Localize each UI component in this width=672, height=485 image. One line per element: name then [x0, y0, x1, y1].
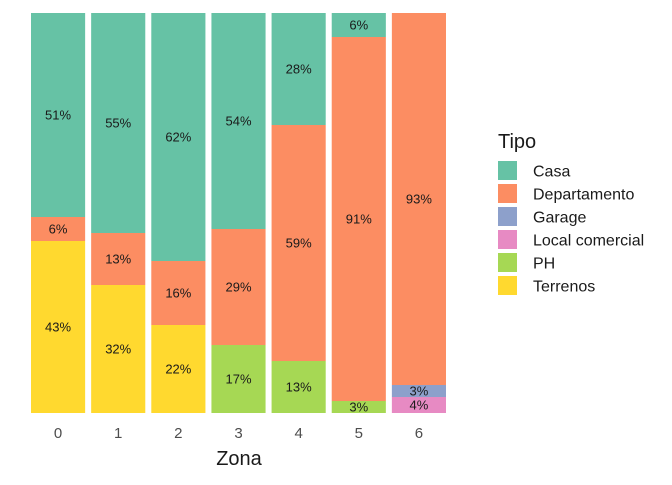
- bar-segment-departamento: [151, 261, 206, 325]
- x-tick-label: 1: [114, 425, 122, 442]
- bar-segment-departamento: [31, 217, 86, 241]
- bar-segment-casa: [211, 13, 266, 229]
- data-label: 59%: [286, 236, 312, 251]
- data-label: 13%: [105, 252, 131, 267]
- bar-segment-casa: [331, 13, 386, 37]
- x-tick-label: 5: [355, 425, 363, 442]
- legend-swatch: [498, 184, 517, 203]
- x-tick-label: 2: [174, 425, 182, 442]
- legend-label: Local comercial: [533, 233, 644, 250]
- data-label: 17%: [225, 372, 251, 387]
- data-label: 3%: [349, 400, 368, 415]
- data-label: 29%: [225, 280, 251, 295]
- data-label: 62%: [165, 130, 191, 145]
- data-label: 55%: [105, 116, 131, 131]
- bar-segment-ph: [211, 345, 266, 413]
- bar-segment-garage: [391, 385, 446, 397]
- bar-segment-departamento: [391, 13, 446, 385]
- bar-segment-terrenos: [91, 285, 146, 413]
- bar-segment-casa: [271, 13, 326, 125]
- legend-swatch: [498, 230, 517, 249]
- bar-segment-local-comercial: [391, 397, 446, 413]
- x-axis-title: Zona: [216, 448, 262, 470]
- data-label: 4%: [410, 398, 429, 413]
- legend-swatch: [498, 161, 517, 180]
- data-label: 43%: [45, 320, 71, 335]
- bar-segment-terrenos: [31, 241, 86, 413]
- legend-label: Garage: [533, 210, 586, 227]
- data-label: 16%: [165, 286, 191, 301]
- legend-label: Casa: [533, 164, 570, 181]
- data-label: 93%: [406, 192, 432, 207]
- data-label: 6%: [49, 222, 68, 237]
- bar-segment-casa: [91, 13, 146, 233]
- data-label: 91%: [346, 212, 372, 227]
- legend: Tipo Casa Departamento Garage Local comerci…: [498, 131, 644, 296]
- legend-label: Departamento: [533, 187, 634, 204]
- x-axis-ticks: 0 1 2 3 4 5 6: [54, 425, 423, 442]
- bar-segment-ph: [271, 361, 326, 413]
- bar-segment-departamento: [91, 233, 146, 285]
- data-label: 51%: [45, 108, 71, 123]
- data-label: 22%: [165, 362, 191, 377]
- bar-segment-ph: [331, 401, 386, 413]
- bar-segment-departamento: [211, 229, 266, 345]
- bar-segment-departamento: [271, 125, 326, 361]
- x-tick-label: 0: [54, 425, 62, 442]
- segment-labels: 51% 6% 43% 55% 13% 32% 62% 16% 22% 54% 29% 17% 28% 59…: [45, 18, 432, 415]
- legend-swatch: [498, 253, 517, 272]
- data-label: 13%: [286, 380, 312, 395]
- bar-segment-casa: [151, 13, 206, 261]
- data-label: 3%: [410, 384, 429, 399]
- bar-segment-casa: [31, 13, 86, 217]
- bar-segment-departamento: [331, 37, 386, 401]
- data-label: 54%: [225, 114, 251, 129]
- legend-swatch: [498, 276, 517, 295]
- bars: [31, 13, 446, 413]
- legend-label: Terrenos: [533, 279, 595, 296]
- legend-swatch: [498, 207, 517, 226]
- x-tick-label: 4: [294, 425, 302, 442]
- bar-segment-terrenos: [151, 325, 206, 413]
- x-tick-label: 6: [415, 425, 423, 442]
- x-tick-label: 3: [234, 425, 242, 442]
- data-label: 32%: [105, 342, 131, 357]
- legend-title: Tipo: [498, 131, 536, 153]
- legend-label: PH: [533, 256, 555, 273]
- data-label: 28%: [286, 62, 312, 77]
- data-label: 6%: [349, 18, 368, 33]
